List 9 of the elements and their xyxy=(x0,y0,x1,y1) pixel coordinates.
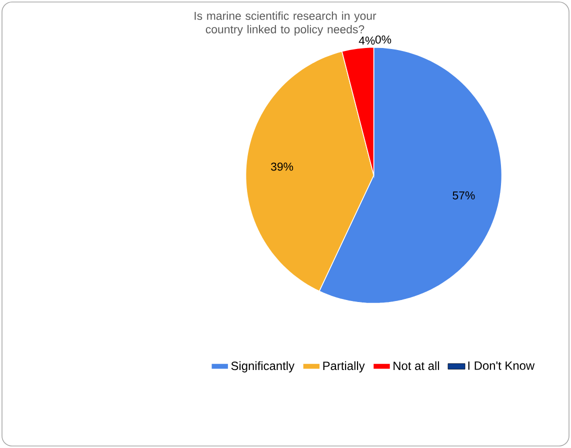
legend-label: I Don't Know xyxy=(468,362,535,370)
legend-label: Not at all xyxy=(394,361,439,370)
data-label: 4% xyxy=(358,36,375,45)
data-label: 39% xyxy=(270,162,294,171)
legend-label: Partially xyxy=(323,361,365,372)
text: 0% xyxy=(375,35,392,44)
data-label: 57% xyxy=(452,191,475,200)
chart-title: Is marine scientific research in your country linked to policy needs? xyxy=(194,12,376,36)
legend-label: Significantly xyxy=(231,361,294,372)
